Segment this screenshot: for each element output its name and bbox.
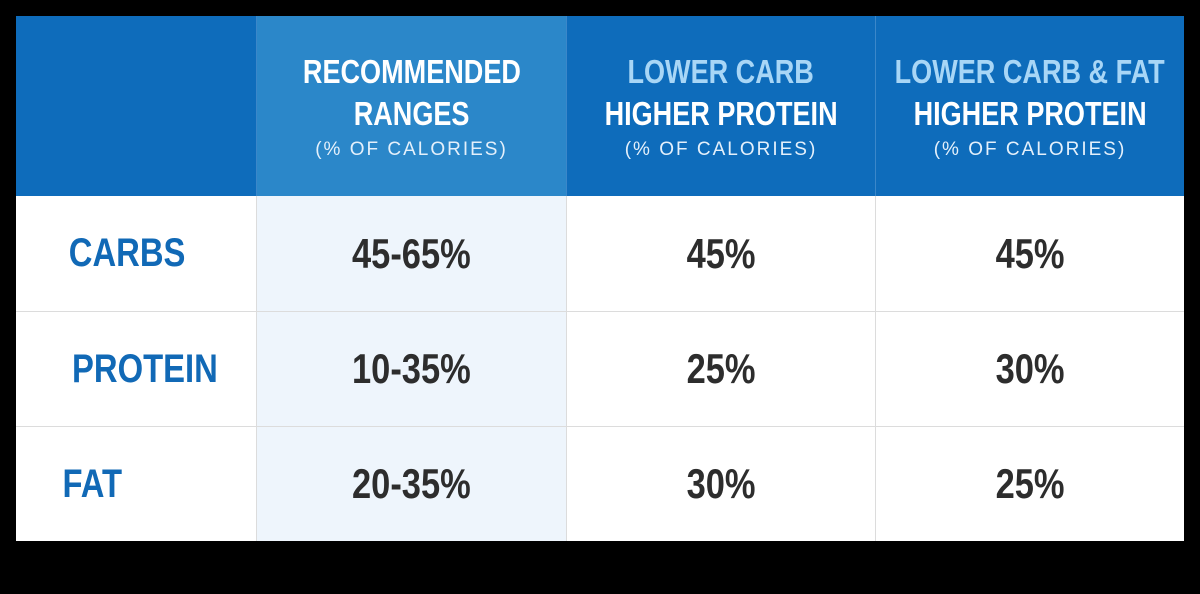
row-label-text: PROTEIN bbox=[72, 346, 218, 391]
value-text: 45% bbox=[686, 229, 756, 277]
header-cell: LOWER CARB & FAT HIGHER PROTEIN (% OF CALO… bbox=[875, 16, 1184, 196]
row-label-text: FAT bbox=[62, 461, 123, 506]
value-cell: 25% bbox=[875, 426, 1184, 541]
value-text: 10-35% bbox=[352, 345, 471, 392]
value-text: 30% bbox=[995, 345, 1065, 392]
value-text: 45-65% bbox=[352, 229, 471, 277]
value-cell: 30% bbox=[566, 426, 875, 541]
header-line: HIGHER PROTEIN bbox=[604, 95, 838, 132]
row-label: FAT bbox=[16, 426, 256, 541]
value-text: 30% bbox=[686, 460, 756, 507]
header-note: (% OF CALORIES) bbox=[933, 139, 1127, 160]
value-cell: 45% bbox=[566, 196, 875, 311]
value-cell: 45-65% bbox=[256, 196, 566, 311]
value-cell: 20-35% bbox=[256, 426, 566, 541]
value-cell: 10-35% bbox=[256, 311, 566, 426]
header-note: (% OF CALORIES) bbox=[315, 139, 508, 160]
header-cell: LOWER CARB HIGHER PROTEIN (% OF CALORIES) bbox=[566, 16, 875, 196]
nutrition-table: RECOMMENDED RANGES (% OF CALORIES) LOWER CA… bbox=[16, 16, 1184, 541]
row-label: CARBS bbox=[16, 196, 256, 311]
header-line: RECOMMENDED bbox=[302, 53, 521, 90]
header-line: LOWER CARB & FAT bbox=[894, 53, 1166, 90]
value-text: 20-35% bbox=[352, 460, 471, 507]
header-note: (% OF CALORIES) bbox=[624, 139, 818, 160]
header-line: LOWER CARB bbox=[627, 53, 815, 90]
value-cell: 30% bbox=[875, 311, 1184, 426]
header-line: RANGES bbox=[353, 95, 470, 132]
value-text: 25% bbox=[686, 345, 756, 392]
value-cell: 25% bbox=[566, 311, 875, 426]
value-text: 45% bbox=[995, 229, 1065, 277]
header-corner bbox=[16, 16, 256, 196]
row-label: PROTEIN bbox=[16, 311, 256, 426]
value-cell: 45% bbox=[875, 196, 1184, 311]
value-text: 25% bbox=[995, 460, 1065, 507]
header-cell: RECOMMENDED RANGES (% OF CALORIES) bbox=[256, 16, 566, 196]
row-label-text: CARBS bbox=[68, 231, 186, 275]
header-line: HIGHER PROTEIN bbox=[913, 95, 1147, 132]
